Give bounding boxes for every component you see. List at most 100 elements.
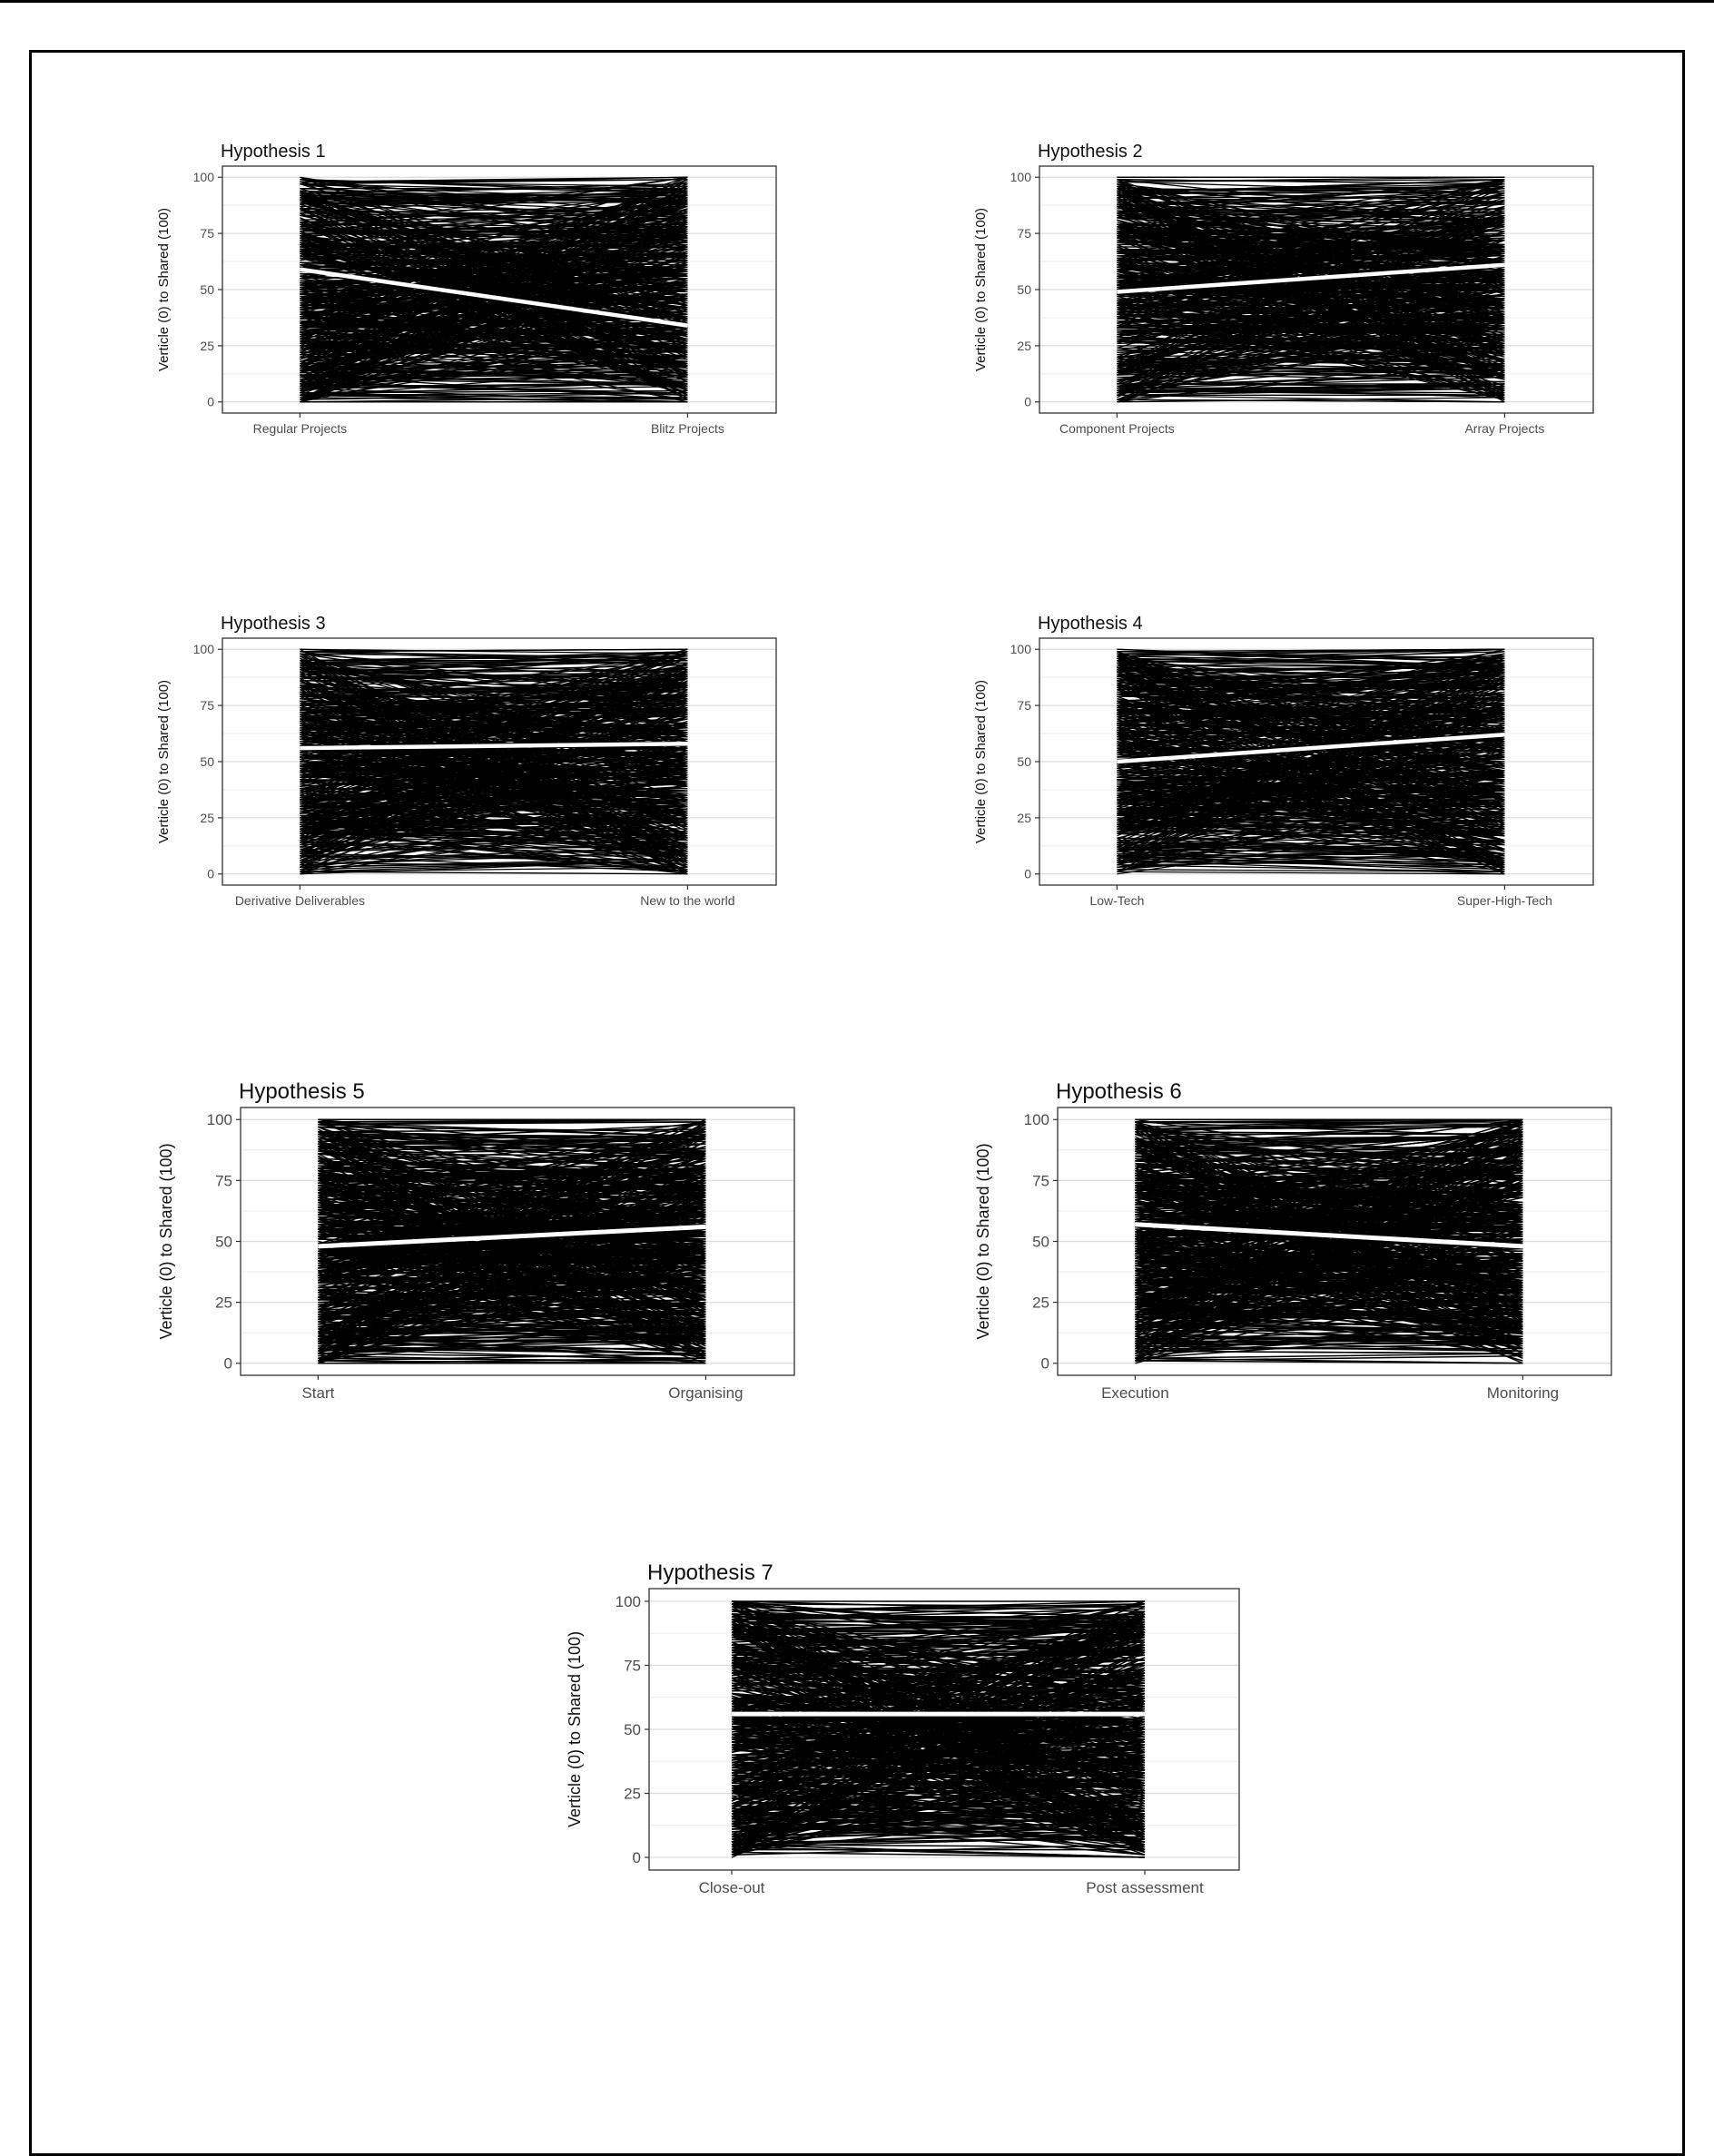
response-line: [731, 1844, 1146, 1856]
response-line: [1135, 1165, 1523, 1360]
response-line: [1117, 871, 1505, 875]
response-line: [300, 273, 688, 284]
response-line: [1135, 1253, 1523, 1301]
x-tick-label: New to the world: [640, 893, 734, 908]
response-line: [318, 1301, 706, 1318]
response-lines: [1117, 648, 1505, 875]
response-line: [1117, 715, 1505, 852]
response-line: [318, 1223, 706, 1291]
response-line: [318, 1340, 706, 1357]
response-line: [1117, 399, 1505, 403]
response-line: [731, 1633, 1146, 1646]
response-line: [318, 1185, 706, 1201]
response-line: [1117, 203, 1505, 223]
x-tick-label: Organising: [668, 1384, 743, 1402]
response-line: [300, 718, 688, 805]
response-line: [1117, 682, 1505, 702]
y-tick-label: 25: [200, 811, 214, 825]
response-line: [731, 1836, 1146, 1846]
response-line: [1117, 843, 1505, 851]
response-line: [1135, 1150, 1523, 1162]
response-line: [1117, 320, 1505, 336]
response-line: [1117, 222, 1505, 284]
response-line: [731, 1623, 1146, 1630]
response-line: [1117, 311, 1505, 400]
response-line: [300, 648, 688, 653]
response-lines: [1135, 1118, 1523, 1364]
response-line: [1135, 1208, 1523, 1294]
response-line: [300, 835, 688, 848]
response-line: [1135, 1250, 1523, 1267]
response-line: [318, 1136, 706, 1230]
response-line: [1135, 1194, 1523, 1250]
y-axis-label: Verticle (0) to Shared (100): [973, 208, 989, 371]
response-line: [1135, 1123, 1523, 1130]
y-tick-label: 0: [1024, 395, 1031, 409]
response-line: [300, 828, 688, 875]
response-line: [1135, 1331, 1523, 1360]
response-line: [318, 1318, 706, 1330]
response-line: [1117, 718, 1505, 866]
response-line: [300, 855, 688, 872]
response-line: [300, 257, 688, 315]
response-line: [1117, 788, 1505, 834]
response-line: [1135, 1343, 1523, 1353]
response-line: [1117, 203, 1505, 251]
response-line: [300, 281, 688, 353]
response-line: [300, 648, 688, 761]
response-line: [1135, 1172, 1523, 1228]
y-tick-label: 100: [193, 170, 215, 184]
response-line: [731, 1629, 1146, 1840]
response-line: [1117, 228, 1505, 322]
response-line: [318, 1340, 706, 1353]
response-line: [300, 866, 688, 872]
response-line: [300, 176, 688, 230]
response-line: [1117, 648, 1505, 662]
response-line: [1135, 1192, 1523, 1198]
response-line: [318, 1301, 706, 1311]
response-line: [300, 234, 688, 318]
response-line: [731, 1692, 1146, 1723]
response-line: [300, 208, 688, 396]
response-line: [1117, 668, 1505, 785]
response-line: [1117, 232, 1505, 243]
response-line: [300, 266, 688, 309]
response-line: [1117, 700, 1505, 772]
response-line: [300, 767, 688, 875]
response-line: [1135, 1118, 1523, 1130]
response-line: [1135, 1186, 1523, 1191]
response-line: [1117, 318, 1505, 356]
response-line: [318, 1243, 706, 1318]
response-line: [1135, 1182, 1523, 1221]
response-line: [731, 1618, 1146, 1633]
response-line: [1117, 664, 1505, 727]
response-line: [300, 765, 688, 830]
x-tick-label: Start: [301, 1384, 334, 1402]
response-line: [1117, 852, 1505, 868]
response-line: [1117, 715, 1505, 817]
response-line: [300, 286, 688, 293]
y-tick-label: 0: [633, 1849, 641, 1866]
response-line: [318, 1150, 706, 1237]
chart-svg: Hypothesis 3 0 25 50 75 100 Derivative Deliver…: [156, 614, 777, 908]
y-tick-label: 75: [200, 698, 214, 713]
response-line: [300, 711, 688, 819]
response-line: [300, 190, 688, 239]
response-line: [1117, 662, 1505, 753]
chart-svg: Hypothesis 2 0 25 50 75 100 Component Projects…: [973, 142, 1594, 436]
response-line: [1117, 648, 1505, 671]
y-axis-label: Verticle (0) to Shared (100): [156, 680, 172, 843]
response-line: [731, 1654, 1146, 1802]
response-line: [1117, 201, 1505, 234]
chart-svg: Hypothesis 1 0 25 50 75 100 Regular Projects Bl…: [156, 142, 777, 436]
response-line: [300, 700, 688, 861]
response-line: [1135, 1333, 1523, 1344]
response-line: [300, 738, 688, 758]
response-line: [1135, 1167, 1523, 1284]
response-line: [731, 1764, 1146, 1805]
x-tick-label: Low-Tech: [1089, 893, 1144, 908]
response-line: [1117, 779, 1505, 842]
response-line: [731, 1644, 1146, 1689]
response-line: [1117, 354, 1505, 403]
response-line: [1117, 788, 1505, 801]
